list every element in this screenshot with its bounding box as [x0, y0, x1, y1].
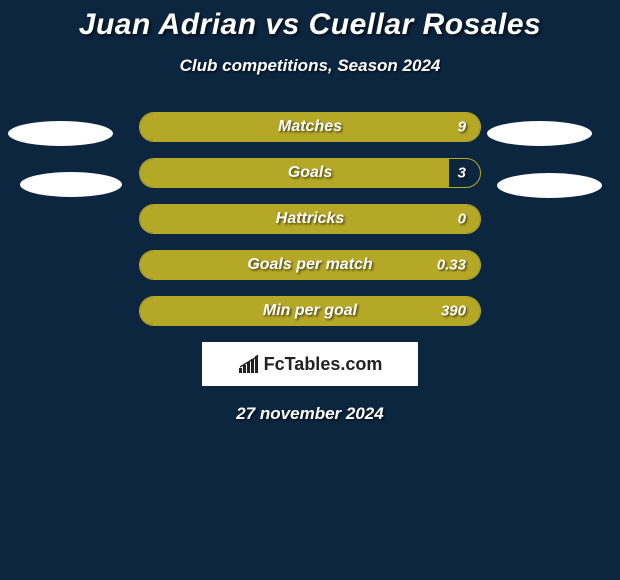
stat-value: 3	[458, 165, 466, 182]
comparison-card: Juan Adrian vs Cuellar Rosales Club comp…	[0, 0, 620, 424]
logo-content: FcTables.com	[238, 354, 383, 375]
stat-row-goals-per-match: Goals per match 0.33	[139, 250, 481, 280]
stat-label: Goals per match	[247, 256, 372, 274]
player-avatar-left-2	[20, 172, 122, 197]
stat-label: Min per goal	[263, 302, 357, 320]
player-avatar-right-1	[487, 121, 592, 146]
stat-value: 390	[441, 303, 466, 320]
player-avatar-right-2	[497, 173, 602, 198]
stat-row-matches: Matches 9	[139, 112, 481, 142]
stat-label: Hattricks	[276, 210, 344, 228]
date-text: 27 november 2024	[0, 404, 620, 424]
stat-row-min-per-goal: Min per goal 390	[139, 296, 481, 326]
stat-value: 9	[458, 119, 466, 136]
bar-chart-icon	[238, 354, 260, 374]
logo-box[interactable]: FcTables.com	[202, 342, 418, 386]
logo-text: FcTables.com	[264, 354, 383, 375]
page-title: Juan Adrian vs Cuellar Rosales	[0, 8, 620, 42]
stat-value: 0	[458, 211, 466, 228]
stat-row-goals: Goals 3	[139, 158, 481, 188]
page-subtitle: Club competitions, Season 2024	[0, 56, 620, 76]
stat-row-hattricks: Hattricks 0	[139, 204, 481, 234]
stats-area: Matches 9 Goals 3 Hattricks 0 Goals per …	[0, 112, 620, 424]
stat-label: Matches	[278, 118, 342, 136]
stat-label: Goals	[288, 164, 332, 182]
stat-value: 0.33	[437, 257, 466, 274]
player-avatar-left-1	[8, 121, 113, 146]
